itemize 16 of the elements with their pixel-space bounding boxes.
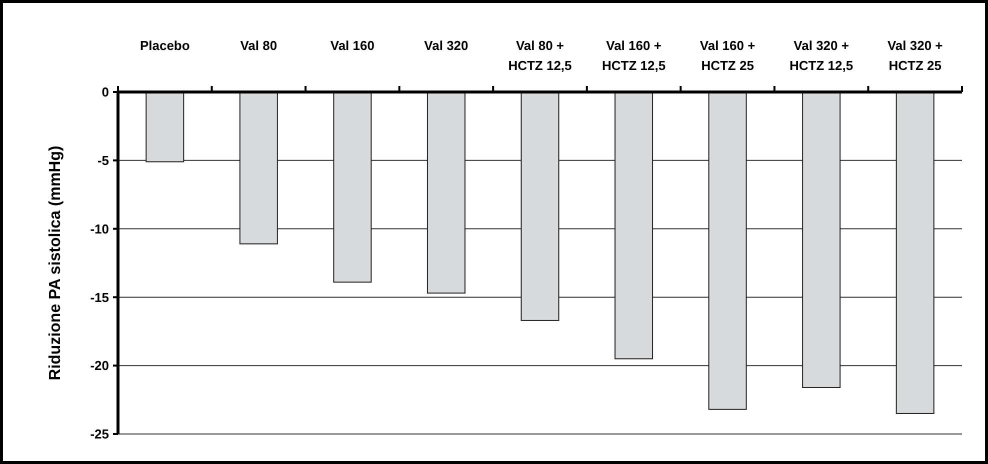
y-tick-label: -20 — [90, 358, 109, 374]
x-tick-label: Val 80 — [240, 38, 278, 53]
x-tick-label: Val 80 + HCTZ 12,5 — [508, 38, 572, 73]
y-tick-label: -5 — [97, 152, 109, 168]
x-tick-label: Val 160 — [330, 38, 374, 53]
y-tick-label: -10 — [90, 221, 109, 236]
y-axis-title: Riduzione PA sistolica (mmHg) — [47, 146, 64, 380]
x-tick-label: Val 160 + HCTZ 12,5 — [602, 38, 666, 73]
x-tick-label: Val 320 + HCTZ 12,5 — [790, 38, 854, 73]
x-tick-label: Val 160 + HCTZ 25 — [700, 38, 756, 73]
x-tick-label: Placebo — [140, 38, 190, 53]
y-tick-label: 0 — [102, 84, 109, 100]
x-tick-label: Val 320 — [424, 38, 468, 53]
y-tick-label: -15 — [90, 290, 109, 305]
y-tick-label: -25 — [90, 426, 109, 442]
x-tick-label: Val 320 + HCTZ 25 — [887, 38, 944, 73]
